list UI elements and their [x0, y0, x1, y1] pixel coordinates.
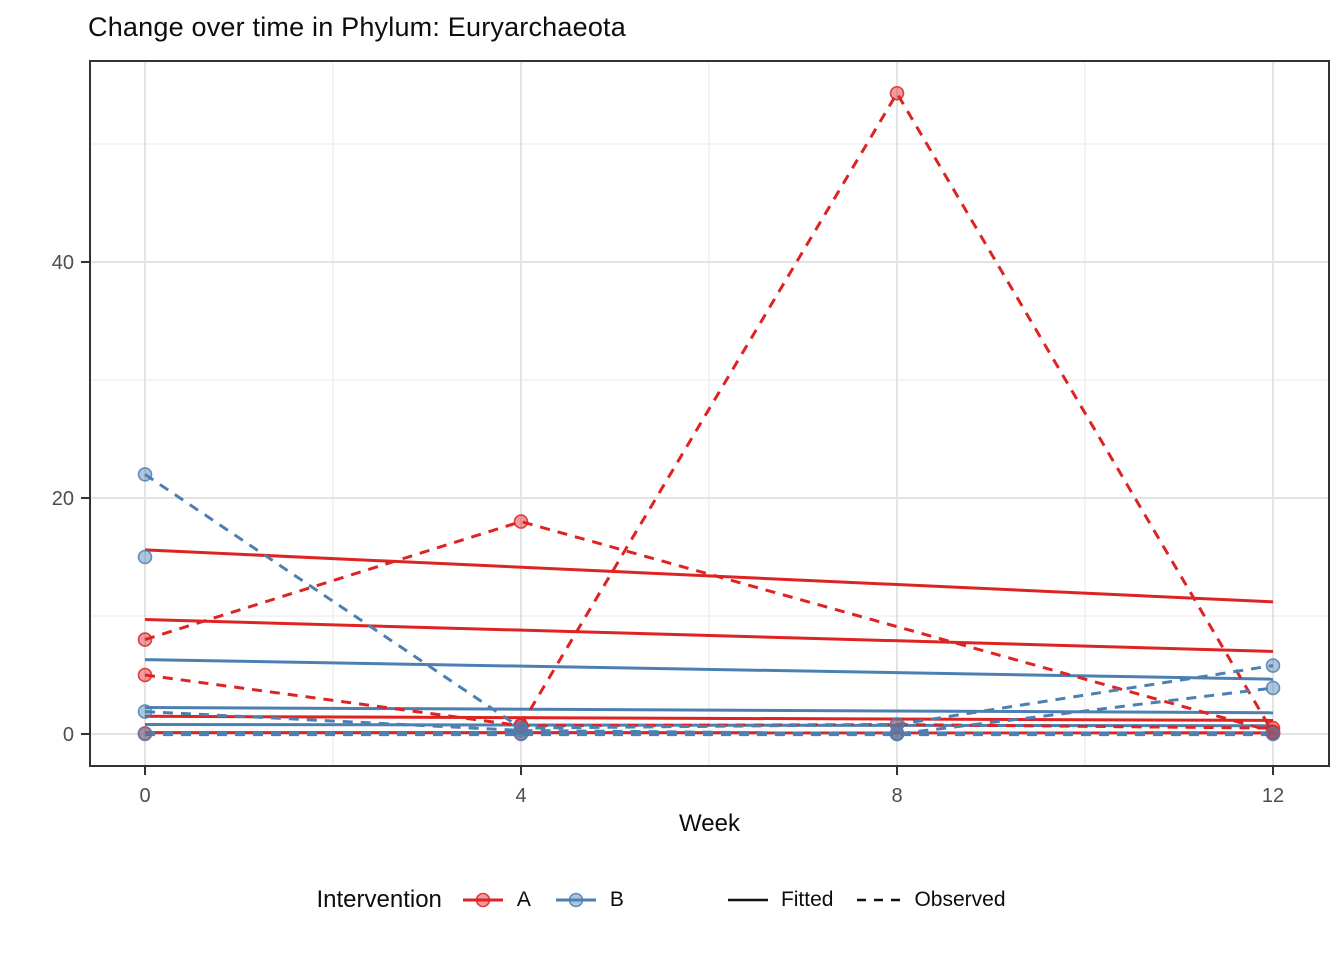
B-observed-point: [513, 726, 529, 742]
legend-label-b: B: [609, 888, 624, 911]
B-observed-point: [137, 467, 153, 482]
B-observed-point: [889, 726, 905, 742]
legend-item-fitted: Fitted: [726, 888, 834, 912]
y-tick-label: 20: [52, 488, 74, 510]
A-observed-point: [137, 632, 153, 647]
legend-key-fitted-icon: [727, 898, 768, 902]
legend-label-fitted: Fitted: [780, 888, 834, 911]
axis-ticks: [81, 261, 1274, 775]
B-observed-point: [1265, 658, 1281, 673]
y-tick-label: 0: [63, 724, 74, 746]
legend-label-observed: Observed: [914, 888, 1006, 911]
x-tick-label: 8: [891, 785, 902, 807]
B-observed-point: [1265, 680, 1281, 696]
A-observed-line: [144, 673, 1274, 730]
A-observed-point: [513, 514, 529, 529]
legend-item-b: B: [553, 888, 624, 912]
x-axis-title: Week: [679, 810, 740, 837]
B-observed-point: [137, 726, 153, 742]
x-tick-label: 0: [139, 785, 150, 807]
legend-label-a: A: [516, 888, 531, 911]
x-tick-label: 12: [1262, 785, 1284, 807]
legend-key-b-icon: [555, 892, 596, 908]
B-observed-point: [137, 704, 153, 719]
axis-tick-labels: 0 4 8 12 0 20 40: [52, 252, 1284, 807]
x-tick-label: 4: [515, 785, 526, 807]
observed-lines: [144, 90, 1275, 737]
A-observed-line: [519, 90, 1275, 734]
chart-title: Change over time in Phylum: Euryarchaeot…: [88, 12, 626, 42]
A-observed-point: [137, 667, 153, 683]
B-observed-point: [513, 723, 529, 738]
legend-item-observed: Observed: [855, 888, 1006, 912]
B-observed-point: [137, 549, 153, 565]
legend-item-a: A: [460, 888, 531, 912]
panel-border: [89, 60, 1330, 767]
A-observed-line: [144, 520, 1274, 734]
B-observed-point: [1265, 726, 1281, 742]
A-fitted-line: [144, 714, 1274, 722]
B-fitted-line: [144, 658, 1274, 681]
legend: Intervention A B Fitted Obs: [0, 886, 1344, 914]
legend-title: Intervention: [316, 886, 442, 913]
legend-key-observed-icon: [857, 898, 902, 902]
A-observed-point: [889, 85, 905, 101]
plot-area: 0 4 8 12 0 20 40: [52, 60, 1330, 807]
y-tick-label: 40: [52, 252, 74, 274]
A-fitted-line: [144, 618, 1274, 653]
observed-points: [137, 85, 1281, 742]
A-fitted-line: [144, 548, 1274, 604]
legend-key-a-icon: [462, 892, 503, 908]
